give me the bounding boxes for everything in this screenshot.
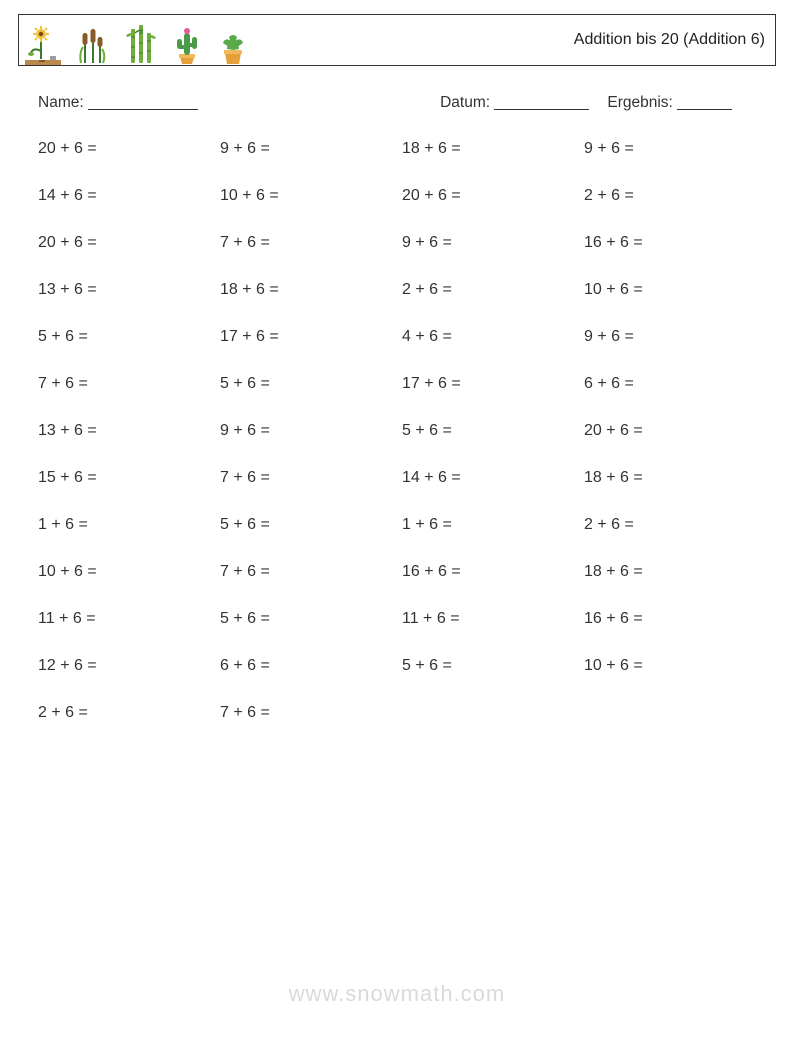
header-icon-row [25,15,249,65]
date-label: Datum: [440,94,490,111]
watermark: www.snowmath.com [0,981,794,1007]
problem-cell: 5 + 6 = [220,610,392,628]
problem-cell: 5 + 6 = [220,375,392,393]
result-blank[interactable] [677,109,732,110]
problem-cell: 9 + 6 = [220,422,392,440]
problem-cell [402,704,574,722]
problem-cell: 16 + 6 = [584,610,756,628]
flower-icon [25,23,61,65]
problem-cell: 18 + 6 = [584,563,756,581]
header-bar: Addition bis 20 (Addition 6) [18,14,776,66]
problem-cell: 9 + 6 = [220,140,392,158]
problem-cell: 6 + 6 = [220,657,392,675]
name-blank[interactable] [88,109,198,110]
bamboo-icon [123,23,157,65]
problem-cell: 11 + 6 = [38,610,210,628]
result-label: Ergebnis: [607,94,672,111]
worksheet-title: Addition bis 20 (Addition 6) [574,31,765,49]
problem-cell: 10 + 6 = [220,187,392,205]
problem-cell: 9 + 6 = [584,140,756,158]
problem-cell: 20 + 6 = [584,422,756,440]
problem-cell: 1 + 6 = [38,516,210,534]
problem-cell: 17 + 6 = [220,328,392,346]
problem-cell: 17 + 6 = [402,375,574,393]
problem-cell: 20 + 6 = [402,187,574,205]
problem-cell: 13 + 6 = [38,281,210,299]
date-blank[interactable] [494,109,589,110]
problem-cell: 9 + 6 = [584,328,756,346]
problem-cell: 5 + 6 = [402,657,574,675]
reed-icon [75,23,109,65]
problem-cell: 4 + 6 = [402,328,574,346]
problem-cell: 2 + 6 = [584,516,756,534]
problem-cell: 1 + 6 = [402,516,574,534]
problem-cell: 11 + 6 = [402,610,574,628]
meta-row: Name: Datum: Ergebnis: [18,94,776,112]
problem-cell: 9 + 6 = [402,234,574,252]
problem-cell: 2 + 6 = [38,704,210,722]
problem-cell [584,704,756,722]
problem-cell: 12 + 6 = [38,657,210,675]
cactus-icon [171,23,203,65]
problem-cell: 6 + 6 = [584,375,756,393]
problem-cell: 18 + 6 = [584,469,756,487]
name-label: Name: [38,94,84,111]
problem-cell: 10 + 6 = [584,281,756,299]
problem-cell: 2 + 6 = [584,187,756,205]
problem-cell: 20 + 6 = [38,234,210,252]
problem-cell: 7 + 6 = [220,469,392,487]
problem-cell: 15 + 6 = [38,469,210,487]
worksheet-page: Addition bis 20 (Addition 6) Name: Datum… [0,0,794,722]
problem-cell: 10 + 6 = [584,657,756,675]
problem-cell: 18 + 6 = [402,140,574,158]
result-field: Ergebnis: [607,94,732,112]
problem-cell: 20 + 6 = [38,140,210,158]
problem-cell: 5 + 6 = [220,516,392,534]
problem-cell: 10 + 6 = [38,563,210,581]
problem-cell: 16 + 6 = [402,563,574,581]
problem-cell: 5 + 6 = [38,328,210,346]
problem-cell: 7 + 6 = [38,375,210,393]
problem-cell: 14 + 6 = [38,187,210,205]
problem-cell: 5 + 6 = [402,422,574,440]
date-field: Datum: [440,94,589,112]
problem-cell: 14 + 6 = [402,469,574,487]
problem-cell: 18 + 6 = [220,281,392,299]
problem-cell: 7 + 6 = [220,563,392,581]
name-field: Name: [38,94,440,112]
problem-cell: 2 + 6 = [402,281,574,299]
problem-cell: 7 + 6 = [220,234,392,252]
problem-cell: 7 + 6 = [220,704,392,722]
succulent-icon [217,23,249,65]
problem-cell: 13 + 6 = [38,422,210,440]
problem-grid: 20 + 6 = 9 + 6 = 18 + 6 = 9 + 6 = 14 + 6 = 10… [18,140,776,722]
problem-cell: 16 + 6 = [584,234,756,252]
